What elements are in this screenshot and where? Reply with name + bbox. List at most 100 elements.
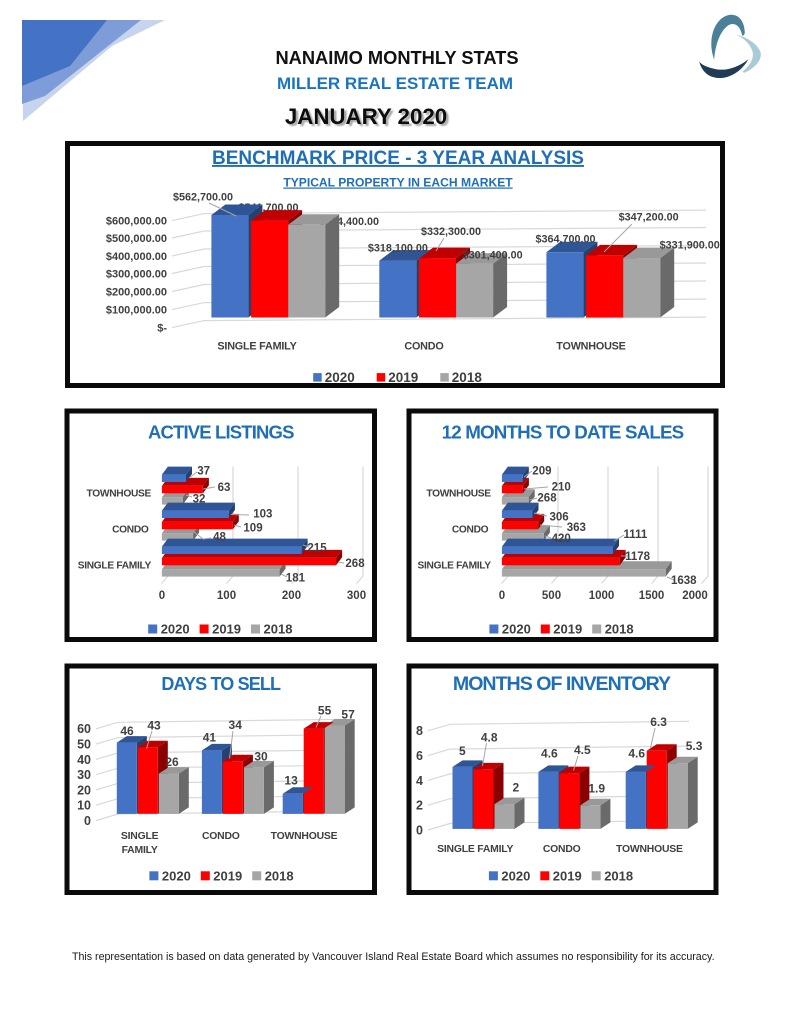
svg-text:0: 0 (416, 823, 423, 837)
svg-text:181: 181 (286, 573, 306, 585)
svg-text:37: 37 (197, 466, 210, 478)
svg-text:1111: 1111 (624, 529, 648, 541)
svg-text:0: 0 (499, 590, 505, 602)
svg-text:10: 10 (77, 799, 91, 813)
svg-text:DAYS TO SELL: DAYS TO SELL (161, 674, 281, 694)
svg-text:268: 268 (537, 493, 557, 505)
svg-text:4.6: 4.6 (628, 746, 645, 760)
svg-text:0: 0 (159, 590, 165, 602)
svg-text:55: 55 (318, 703, 332, 717)
svg-text:420: 420 (552, 533, 571, 545)
svg-text:41: 41 (203, 731, 217, 745)
svg-text:CONDO: CONDO (404, 341, 443, 353)
svg-text:JANUARY 2020: JANUARY 2020 (285, 104, 447, 129)
svg-text:ACTIVE LISTINGS: ACTIVE LISTINGS (148, 422, 294, 443)
svg-text:1178: 1178 (625, 551, 651, 563)
svg-text:2018: 2018 (605, 622, 634, 637)
svg-text:34: 34 (229, 718, 243, 732)
svg-text:$400,000.00: $400,000.00 (106, 251, 167, 263)
svg-text:1000: 1000 (589, 590, 615, 602)
svg-text:26: 26 (165, 755, 179, 769)
svg-text:$500,000.00: $500,000.00 (106, 233, 167, 245)
svg-text:20: 20 (77, 783, 91, 797)
svg-text:SINGLE: SINGLE (121, 831, 159, 842)
svg-text:BENCHMARK PRICE - 3 YEAR ANALY: BENCHMARK PRICE - 3 YEAR ANALYSIS (212, 148, 584, 169)
svg-text:SINGLE FAMILY: SINGLE FAMILY (217, 341, 297, 353)
svg-text:32: 32 (193, 493, 206, 505)
svg-text:2019: 2019 (388, 370, 418, 385)
svg-text:$331,900.00: $331,900.00 (660, 239, 720, 251)
svg-text:$318,100.00: $318,100.00 (368, 243, 428, 255)
svg-text:215: 215 (307, 543, 327, 555)
svg-text:SINGLE FAMILY: SINGLE FAMILY (437, 844, 513, 855)
svg-text:6.3: 6.3 (650, 715, 667, 729)
svg-text:2: 2 (513, 781, 520, 795)
svg-text:2018: 2018 (264, 622, 293, 637)
svg-text:CONDO: CONDO (543, 844, 581, 855)
svg-text:TOWNHOUSE: TOWNHOUSE (616, 844, 683, 855)
svg-text:2: 2 (416, 799, 423, 813)
svg-text:363: 363 (567, 522, 586, 534)
svg-text:NANAIMO MONTHLY STATS: NANAIMO MONTHLY STATS (275, 47, 518, 68)
svg-text:13: 13 (284, 774, 298, 788)
svg-text:$347,200.00: $347,200.00 (619, 212, 679, 224)
svg-text:TOWNHOUSE: TOWNHOUSE (426, 488, 491, 499)
svg-text:300: 300 (347, 590, 366, 602)
svg-text:1.9: 1.9 (588, 782, 605, 796)
svg-text:43: 43 (147, 719, 161, 733)
svg-text:CONDO: CONDO (202, 831, 240, 842)
svg-text:2018: 2018 (452, 370, 483, 385)
svg-text:TOWNHOUSE: TOWNHOUSE (271, 831, 338, 842)
svg-text:TYPICAL PROPERTY IN EACH MARKE: TYPICAL PROPERTY IN EACH MARKET (283, 176, 513, 190)
svg-text:JANUARY 2020: JANUARY 2020 (287, 106, 449, 131)
svg-text:2019: 2019 (553, 869, 582, 884)
svg-text:0: 0 (84, 814, 91, 828)
svg-text:30: 30 (254, 749, 268, 763)
svg-text:$200,000.00: $200,000.00 (106, 287, 167, 299)
svg-text:This representation is based o: This representation is based on data gen… (72, 951, 715, 963)
svg-text:63: 63 (218, 482, 231, 494)
svg-text:50: 50 (77, 738, 91, 752)
svg-text:103: 103 (253, 509, 272, 521)
svg-text:2019: 2019 (553, 622, 582, 637)
svg-text:5.3: 5.3 (686, 739, 703, 753)
svg-text:210: 210 (552, 482, 571, 494)
svg-text:4.8: 4.8 (481, 730, 498, 744)
svg-text:30: 30 (77, 768, 91, 782)
svg-text:2020: 2020 (162, 869, 191, 884)
svg-text:$562,700.00: $562,700.00 (173, 192, 233, 204)
svg-text:2018: 2018 (265, 869, 294, 884)
svg-text:5: 5 (459, 744, 466, 758)
svg-text:60: 60 (77, 722, 91, 736)
svg-text:100: 100 (217, 590, 236, 602)
svg-text:2018: 2018 (604, 869, 633, 884)
svg-text:$-: $- (157, 323, 167, 335)
svg-text:500: 500 (542, 590, 561, 602)
svg-text:8: 8 (416, 724, 423, 738)
svg-text:1638: 1638 (671, 575, 697, 587)
svg-text:$364,700.00: $364,700.00 (535, 233, 595, 245)
svg-text:2019: 2019 (213, 869, 242, 884)
svg-text:SINGLE FAMILY: SINGLE FAMILY (418, 560, 492, 571)
svg-text:4.6: 4.6 (541, 746, 558, 760)
svg-text:40: 40 (77, 753, 91, 767)
svg-text:$301,400.00: $301,400.00 (463, 250, 523, 262)
svg-text:MONTHS OF INVENTORY: MONTHS OF INVENTORY (453, 673, 671, 695)
svg-text:209: 209 (532, 465, 551, 477)
svg-text:200: 200 (282, 590, 301, 602)
svg-text:2019: 2019 (212, 622, 241, 637)
svg-text:2020: 2020 (502, 622, 531, 637)
svg-text:4: 4 (416, 774, 423, 788)
svg-text:MILLER REAL ESTATE TEAM: MILLER REAL ESTATE TEAM (277, 74, 513, 93)
svg-text:48: 48 (213, 532, 226, 544)
svg-text:FAMILY: FAMILY (122, 845, 158, 856)
svg-text:2020: 2020 (501, 869, 530, 884)
svg-text:$300,000.00: $300,000.00 (106, 269, 167, 281)
svg-text:TOWNHOUSE: TOWNHOUSE (556, 341, 625, 353)
svg-text:57: 57 (341, 708, 355, 722)
svg-text:2020: 2020 (161, 622, 190, 637)
svg-text:6: 6 (416, 749, 423, 763)
svg-text:$600,000.00: $600,000.00 (106, 216, 167, 228)
svg-text:SINGLE FAMILY: SINGLE FAMILY (78, 560, 152, 571)
svg-text:TOWNHOUSE: TOWNHOUSE (87, 488, 152, 499)
